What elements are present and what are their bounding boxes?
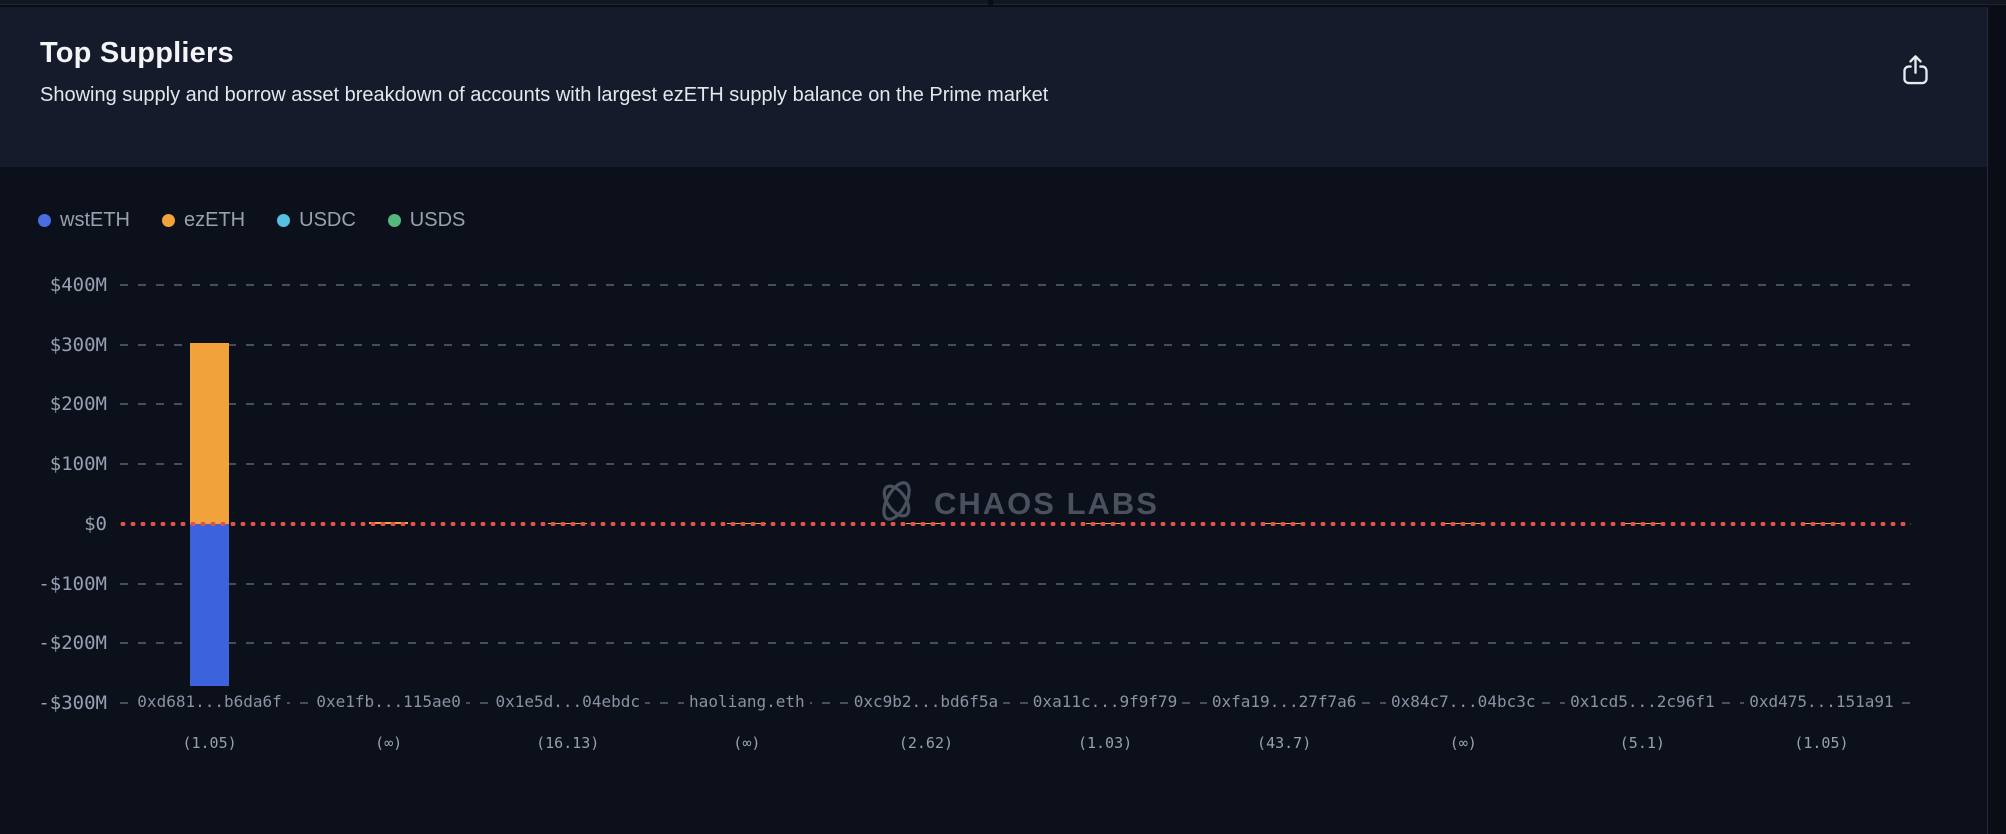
x-axis-sublabel: (1.03) xyxy=(1077,734,1133,752)
x-axis-sublabel: (∞) xyxy=(375,734,403,752)
x-axis-sublabel: (∞) xyxy=(733,734,761,752)
export-button[interactable] xyxy=(1895,51,1935,91)
legend-label: USDS xyxy=(409,209,466,231)
legend-dot-icon xyxy=(162,214,175,227)
share-icon xyxy=(1899,52,1932,91)
watermark: CHAOS LABS xyxy=(872,474,1159,533)
y-axis-label: -$100M xyxy=(38,572,107,595)
legend-item-USDC[interactable]: USDC xyxy=(277,209,356,232)
legend: wstETH ezETH USDC USDS xyxy=(0,167,1987,232)
legend-item-ezETH[interactable]: ezETH xyxy=(162,209,245,232)
gridline xyxy=(120,582,1911,585)
legend-label: ezETH xyxy=(184,209,246,231)
x-axis-label: 0xfa19...27f7a6 xyxy=(1195,692,1374,711)
y-axis-label: $200M xyxy=(49,393,107,416)
x-axis-sublabel: (16.13) xyxy=(536,734,600,752)
x-axis-label: 0xd681...b6da6f xyxy=(120,692,299,711)
bar-segment-ezETH[interactable] xyxy=(190,342,230,524)
legend-dot-icon xyxy=(277,214,291,227)
watermark-text: CHAOS LABS xyxy=(934,485,1159,521)
gridline xyxy=(120,403,1911,406)
top-panel-edge-right xyxy=(993,0,2006,5)
x-axis-label: 0xc9b2...bd6f5a xyxy=(836,692,1015,711)
card-header: Top Suppliers Showing supply and borrow … xyxy=(0,7,1987,167)
x-axis-label: haoliang.eth xyxy=(657,692,836,711)
legend-label: USDC xyxy=(299,209,356,231)
y-axis-label: -$300M xyxy=(38,691,107,714)
legend-dot-icon xyxy=(387,214,401,227)
chaos-labs-logo-icon xyxy=(872,474,920,533)
x-axis-sublabel: (2.62) xyxy=(898,734,954,752)
x-axis-label: 0x1cd5...2c96f1 xyxy=(1553,692,1732,711)
y-axis-label: $100M xyxy=(49,453,107,476)
gridline xyxy=(120,701,1911,704)
x-axis-label: 0xd475...151a91 xyxy=(1732,692,1911,711)
x-axis-sublabel: (∞) xyxy=(1449,734,1477,752)
legend-label: wstETH xyxy=(60,209,130,231)
x-axis-sublabel: (1.05) xyxy=(182,734,237,752)
legend-dot-icon xyxy=(38,214,51,227)
gridline xyxy=(120,343,1911,346)
x-axis-sublabel: (43.7) xyxy=(1257,734,1312,752)
plot-area: CHAOS LABS 0xd681...b6da6f (1.05) 0xe1fb..… xyxy=(120,270,1911,810)
top-panel-edge-left xyxy=(0,0,988,5)
chart-section: wstETH ezETH USDC USDS CHAOS LABS 0xd681...… xyxy=(0,167,1987,834)
x-axis-label: 0xe1fb...115ae0 xyxy=(299,692,478,711)
top-panel-edge xyxy=(0,0,2006,7)
x-axis-label: 0x84c7...04bc3c xyxy=(1374,692,1553,711)
x-axis-sublabel: (1.05) xyxy=(1794,734,1849,752)
bar-segment-wstETH[interactable] xyxy=(190,523,230,686)
y-axis-label: $0 xyxy=(84,512,107,535)
gridline xyxy=(120,463,1911,466)
gridline xyxy=(120,642,1911,645)
page-subtitle: Showing supply and borrow asset breakdow… xyxy=(40,84,1049,106)
chart-card: Top Suppliers Showing supply and borrow … xyxy=(0,7,1988,834)
y-axis-label: $300M xyxy=(49,333,107,356)
y-axis-label: $400M xyxy=(49,274,107,296)
gridline xyxy=(120,284,1911,286)
x-axis-sublabel: (5.1) xyxy=(1619,734,1665,752)
legend-item-USDS[interactable]: USDS xyxy=(387,209,466,232)
zero-line xyxy=(120,521,1911,526)
plot-wrap: CHAOS LABS 0xd681...b6da6f (1.05) 0xe1fb..… xyxy=(0,270,1969,810)
page-title: Top Suppliers xyxy=(40,37,234,69)
legend-item-wstETH[interactable]: wstETH xyxy=(38,209,130,232)
x-axis-label: 0xa11c...9f9f79 xyxy=(1016,692,1195,711)
x-axis-label: 0x1e5d...04ebdc xyxy=(478,692,657,711)
y-axis-label: -$200M xyxy=(38,632,107,655)
